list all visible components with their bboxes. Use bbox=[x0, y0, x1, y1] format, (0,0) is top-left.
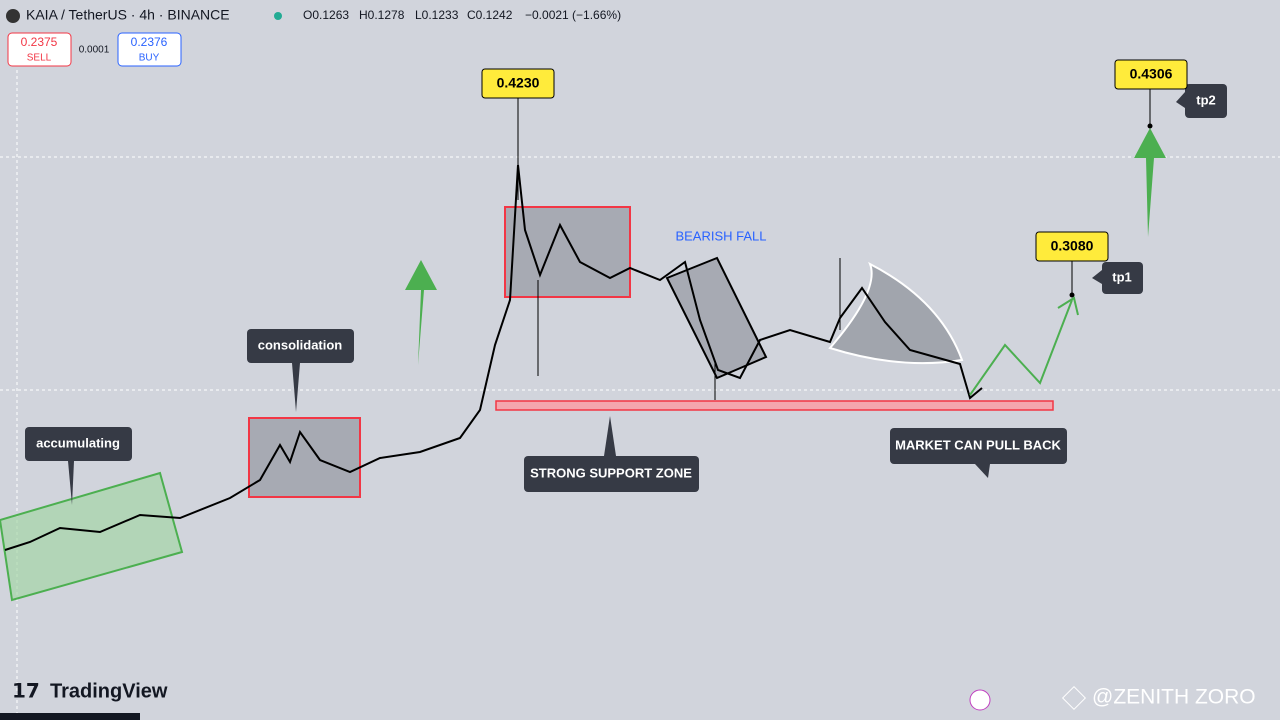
price-line bbox=[4, 164, 983, 551]
price-label-text: 0.4230 bbox=[497, 75, 540, 91]
buy-label: BUY bbox=[139, 53, 160, 64]
forecast-line bbox=[969, 299, 1073, 396]
sell-price: 0.2375 bbox=[21, 35, 58, 49]
ohlc-close: C0.1242 bbox=[467, 8, 513, 22]
accumulation-zone bbox=[0, 471, 184, 602]
label-dot bbox=[1069, 292, 1075, 298]
buy-button[interactable] bbox=[117, 32, 182, 67]
top-zone bbox=[504, 206, 631, 298]
logo-mark: 𝟭𝟳 bbox=[12, 680, 40, 702]
sell-button[interactable] bbox=[7, 32, 72, 67]
symbol-icon bbox=[6, 9, 20, 23]
ohlc-change: −0.0021 (−1.66%) bbox=[525, 8, 621, 22]
callout-text: tp2 bbox=[1196, 92, 1216, 107]
label-dot bbox=[1147, 123, 1153, 129]
callout-text: accumulating bbox=[36, 435, 120, 450]
support-zone bbox=[495, 400, 1054, 411]
forecast-arrowhead bbox=[1057, 296, 1079, 316]
ohlc-high: H0.1278 bbox=[359, 8, 405, 22]
price-label-text: 0.4306 bbox=[1130, 66, 1173, 82]
curve-shape bbox=[828, 261, 964, 365]
up-arrow bbox=[405, 260, 437, 365]
callout-text: STRONG SUPPORT ZONE bbox=[530, 465, 692, 480]
logo[interactable]: TradingView bbox=[50, 680, 168, 702]
sell-label: SELL bbox=[27, 53, 52, 64]
consolidation-zone bbox=[248, 417, 361, 498]
callout: STRONG SUPPORT ZONE bbox=[524, 416, 699, 492]
bottom-bar bbox=[0, 713, 140, 720]
callout: tp2 bbox=[1176, 84, 1227, 118]
app-icon[interactable] bbox=[969, 689, 991, 711]
watermark-icon bbox=[1061, 685, 1087, 711]
callout-text: tp1 bbox=[1112, 269, 1132, 284]
callout: MARKET CAN PULL BACK bbox=[890, 428, 1067, 478]
price-label-text: 0.3080 bbox=[1051, 238, 1094, 254]
symbol[interactable]: KAIA / TetherUS · 4h · BINANCE bbox=[26, 7, 230, 23]
callout: accumulating bbox=[25, 427, 132, 505]
ohlc-open: O0.1263 bbox=[303, 8, 349, 22]
watermark: @ZENITH ZORO bbox=[1092, 686, 1256, 709]
callout: tp1 bbox=[1092, 262, 1143, 294]
callout-text: MARKET CAN PULL BACK bbox=[895, 437, 1061, 452]
callout-text: consolidation bbox=[258, 337, 343, 352]
callout: consolidation bbox=[247, 329, 354, 412]
spread: 0.0001 bbox=[79, 45, 110, 56]
fall-channel bbox=[665, 256, 768, 380]
price-label bbox=[481, 68, 555, 99]
buy-price: 0.2376 bbox=[131, 35, 168, 49]
price-label bbox=[1114, 59, 1188, 90]
status-dot bbox=[274, 12, 282, 20]
price-label bbox=[1035, 231, 1109, 262]
up-arrow bbox=[1134, 128, 1166, 237]
ohlc-low: L0.1233 bbox=[415, 8, 459, 22]
bearish-label: BEARISH FALL bbox=[675, 228, 766, 243]
